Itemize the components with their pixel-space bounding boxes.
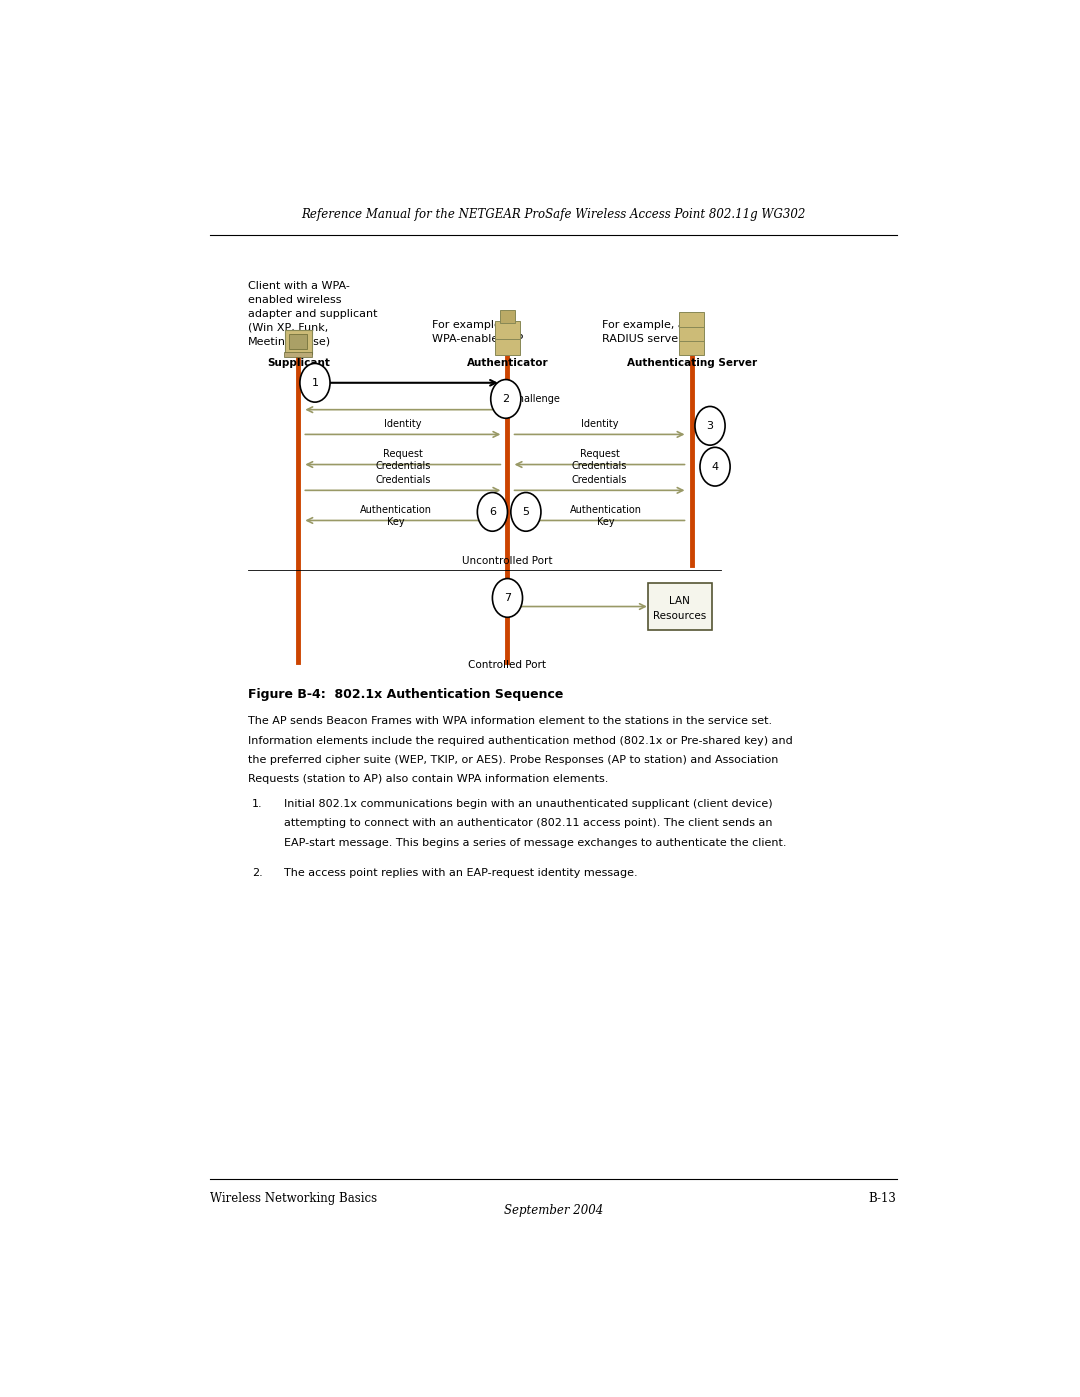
Text: Request: Request — [383, 450, 422, 460]
Text: Key: Key — [388, 517, 405, 527]
Text: B-13: B-13 — [868, 1192, 896, 1204]
Text: (Win XP, Funk,: (Win XP, Funk, — [248, 323, 328, 332]
Text: Controlled Port: Controlled Port — [469, 661, 546, 671]
Text: Identity: Identity — [384, 419, 421, 429]
Text: Request: Request — [580, 450, 620, 460]
Text: Authentication: Authentication — [570, 506, 643, 515]
FancyBboxPatch shape — [285, 330, 312, 353]
FancyBboxPatch shape — [500, 310, 515, 323]
Text: enabled wireless: enabled wireless — [248, 295, 341, 305]
Text: Information elements include the required authentication method (802.1x or Pre-s: Information elements include the require… — [248, 736, 793, 746]
Text: EAP-start message. This begins a series of message exchanges to authenticate the: EAP-start message. This begins a series … — [284, 838, 786, 848]
Text: Credentials: Credentials — [571, 475, 627, 485]
Text: Authentication: Authentication — [360, 506, 432, 515]
Text: 1: 1 — [311, 377, 319, 388]
Text: 2.: 2. — [253, 868, 262, 877]
FancyBboxPatch shape — [679, 339, 704, 355]
Text: 5: 5 — [523, 507, 529, 517]
Text: LAN: LAN — [670, 597, 690, 606]
Text: Credentials: Credentials — [375, 461, 431, 471]
Text: For example, a: For example, a — [602, 320, 685, 330]
Text: September 2004: September 2004 — [504, 1204, 603, 1217]
Circle shape — [490, 380, 521, 418]
Text: RADIUS server: RADIUS server — [602, 334, 683, 345]
Circle shape — [694, 407, 725, 446]
Text: Client with a WPA-: Client with a WPA- — [248, 281, 350, 291]
Text: 2: 2 — [502, 394, 510, 404]
Text: Authenticator: Authenticator — [467, 358, 549, 367]
Text: Figure B-4:  802.1x Authentication Sequence: Figure B-4: 802.1x Authentication Sequen… — [248, 689, 564, 701]
Circle shape — [300, 363, 330, 402]
Text: Initial 802.1x communications begin with an unauthenticated supplicant (client d: Initial 802.1x communications begin with… — [284, 799, 772, 809]
Text: the preferred cipher suite (WEP, TKIP, or AES). Probe Responses (AP to station) : the preferred cipher suite (WEP, TKIP, o… — [248, 754, 779, 766]
FancyBboxPatch shape — [289, 334, 308, 349]
Circle shape — [477, 493, 508, 531]
Text: Uncontrolled Port: Uncontrolled Port — [462, 556, 553, 566]
Text: attempting to connect with an authenticator (802.11 access point). The client se: attempting to connect with an authentica… — [284, 819, 772, 828]
Text: adapter and supplicant: adapter and supplicant — [248, 309, 378, 319]
FancyBboxPatch shape — [679, 326, 704, 341]
Text: WPA-enabled AP: WPA-enabled AP — [432, 334, 524, 345]
Text: 3: 3 — [706, 420, 714, 430]
Text: 6: 6 — [489, 507, 496, 517]
FancyBboxPatch shape — [679, 312, 704, 327]
Text: Challenge: Challenge — [512, 394, 561, 404]
FancyBboxPatch shape — [495, 321, 521, 338]
Circle shape — [700, 447, 730, 486]
Text: For example, a: For example, a — [432, 320, 515, 330]
Text: The AP sends Beacon Frames with WPA information element to the stations in the s: The AP sends Beacon Frames with WPA info… — [248, 717, 772, 726]
Text: Identity: Identity — [581, 419, 618, 429]
Text: The access point replies with an EAP-request identity message.: The access point replies with an EAP-req… — [284, 868, 637, 877]
Circle shape — [492, 578, 523, 617]
Text: Resources: Resources — [653, 610, 706, 622]
Text: Meetinghouse): Meetinghouse) — [248, 337, 332, 346]
Text: Credentials: Credentials — [375, 475, 431, 485]
Circle shape — [511, 493, 541, 531]
Text: 7: 7 — [504, 592, 511, 604]
Text: Supplicant: Supplicant — [267, 358, 329, 367]
Text: Reference Manual for the NETGEAR ProSafe Wireless Access Point 802.11g WG302: Reference Manual for the NETGEAR ProSafe… — [301, 208, 806, 222]
Text: Credentials: Credentials — [571, 461, 627, 471]
Text: 1.: 1. — [253, 799, 262, 809]
Text: Requests (station to AP) also contain WPA information elements.: Requests (station to AP) also contain WP… — [248, 774, 608, 784]
FancyBboxPatch shape — [284, 352, 312, 358]
FancyBboxPatch shape — [648, 583, 712, 630]
Text: Authenticating Server: Authenticating Server — [626, 358, 757, 367]
FancyBboxPatch shape — [495, 338, 521, 355]
Text: Wireless Networking Basics: Wireless Networking Basics — [211, 1192, 377, 1204]
Text: 4: 4 — [712, 461, 718, 472]
Text: Key: Key — [597, 517, 615, 527]
